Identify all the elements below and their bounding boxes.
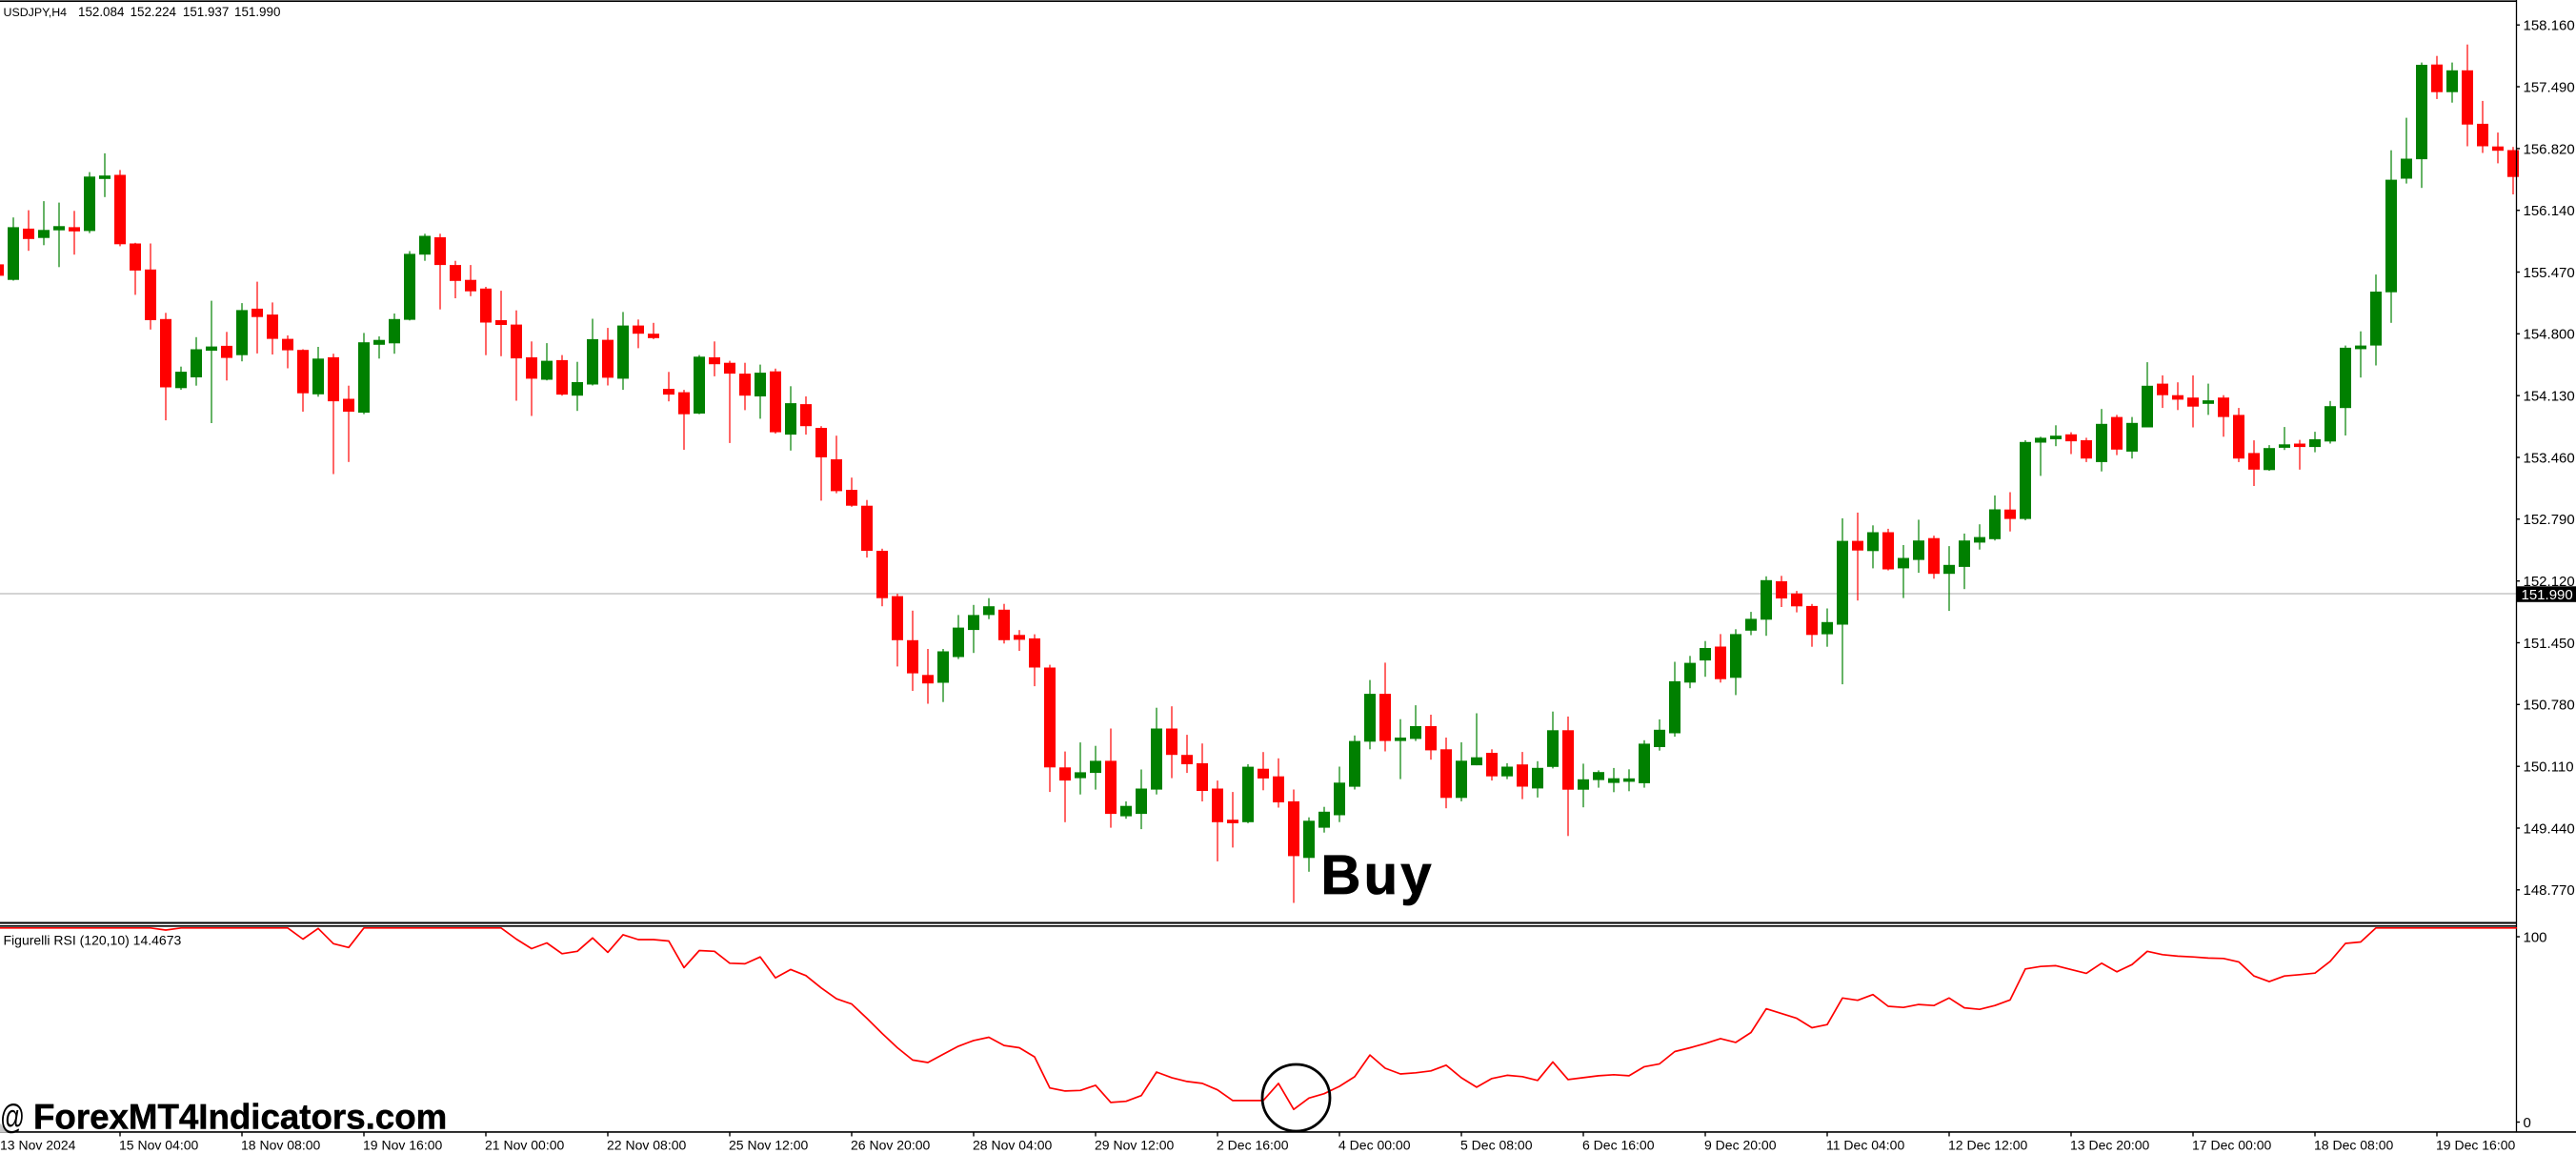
svg-text:19 Dec 16:00: 19 Dec 16:00 — [2436, 1137, 2515, 1152]
svg-text:152.120: 152.120 — [2524, 574, 2575, 590]
svg-text:154.130: 154.130 — [2524, 389, 2575, 405]
svg-text:9 Dec 20:00: 9 Dec 20:00 — [1704, 1137, 1777, 1152]
svg-text:150.110: 150.110 — [2524, 759, 2574, 776]
svg-text:13 Nov 2024: 13 Nov 2024 — [0, 1137, 76, 1152]
svg-text:13 Dec 20:00: 13 Dec 20:00 — [2070, 1137, 2149, 1152]
svg-text:26 Nov 20:00: 26 Nov 20:00 — [851, 1137, 930, 1152]
svg-text:15 Nov 04:00: 15 Nov 04:00 — [119, 1137, 198, 1152]
svg-text:154.800: 154.800 — [2524, 327, 2575, 343]
svg-text:153.460: 153.460 — [2524, 450, 2575, 466]
svg-text:157.490: 157.490 — [2524, 79, 2575, 95]
svg-text:150.780: 150.780 — [2524, 698, 2575, 714]
svg-text:@: @ — [0, 1097, 25, 1136]
svg-text:18 Dec 08:00: 18 Dec 08:00 — [2314, 1137, 2393, 1152]
svg-text:6 Dec 16:00: 6 Dec 16:00 — [1582, 1137, 1655, 1152]
svg-text:25 Nov 12:00: 25 Nov 12:00 — [729, 1137, 808, 1152]
svg-text:100: 100 — [2524, 929, 2547, 945]
svg-text:151.450: 151.450 — [2524, 636, 2575, 652]
svg-text:148.770: 148.770 — [2524, 882, 2575, 899]
svg-text:156.140: 156.140 — [2524, 203, 2575, 219]
svg-text:22 Nov 08:00: 22 Nov 08:00 — [607, 1137, 686, 1152]
svg-text:ForexMT4Indicators.com: ForexMT4Indicators.com — [33, 1098, 447, 1137]
svg-text:152.224: 152.224 — [131, 5, 177, 19]
svg-text:156.820: 156.820 — [2524, 141, 2575, 157]
svg-text:28 Nov 04:00: 28 Nov 04:00 — [973, 1137, 1052, 1152]
svg-text:152.790: 152.790 — [2524, 512, 2575, 528]
svg-text:0: 0 — [2524, 1115, 2531, 1131]
svg-text:19 Nov 16:00: 19 Nov 16:00 — [363, 1137, 442, 1152]
svg-text:USDJPY,H4: USDJPY,H4 — [4, 6, 68, 19]
svg-text:2 Dec 16:00: 2 Dec 16:00 — [1217, 1137, 1289, 1152]
svg-text:152.084: 152.084 — [78, 5, 125, 19]
svg-text:158.160: 158.160 — [2524, 18, 2575, 34]
svg-text:149.440: 149.440 — [2524, 820, 2575, 837]
svg-text:Figurelli RSI (120,10) 14.4673: Figurelli RSI (120,10) 14.4673 — [4, 932, 182, 947]
svg-text:4 Dec 00:00: 4 Dec 00:00 — [1338, 1137, 1411, 1152]
svg-text:151.990: 151.990 — [234, 5, 280, 19]
svg-text:Buy: Buy — [1321, 844, 1435, 906]
svg-text:12 Dec 12:00: 12 Dec 12:00 — [1948, 1137, 2027, 1152]
svg-text:29 Nov 12:00: 29 Nov 12:00 — [1095, 1137, 1174, 1152]
svg-text:155.470: 155.470 — [2524, 265, 2575, 281]
svg-text:151.937: 151.937 — [183, 5, 229, 19]
svg-text:21 Nov 00:00: 21 Nov 00:00 — [485, 1137, 564, 1152]
svg-text:17 Dec 00:00: 17 Dec 00:00 — [2192, 1137, 2271, 1152]
svg-text:11 Dec 04:00: 11 Dec 04:00 — [1826, 1137, 1904, 1152]
svg-text:151.990: 151.990 — [2522, 587, 2573, 603]
svg-text:5 Dec 08:00: 5 Dec 08:00 — [1460, 1137, 1533, 1152]
svg-text:18 Nov 08:00: 18 Nov 08:00 — [241, 1137, 320, 1152]
